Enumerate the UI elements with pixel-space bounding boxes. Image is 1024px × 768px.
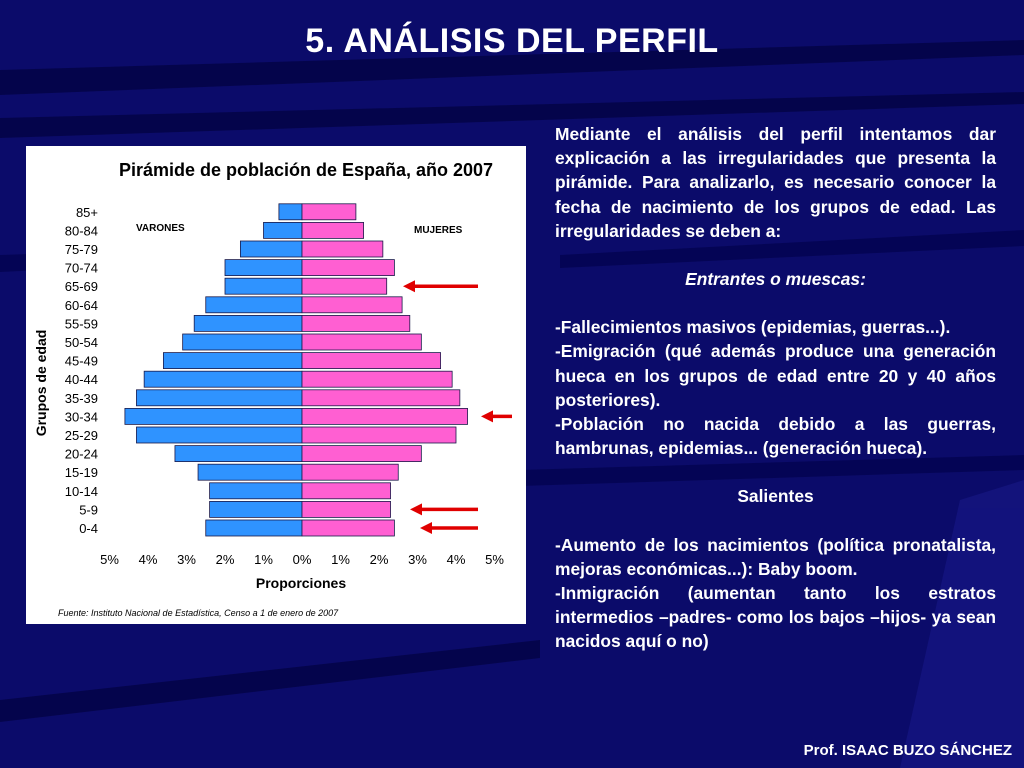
explanation-text: Mediante el análisis del perfil intentam…	[555, 122, 996, 654]
age-group-label: 15-19	[65, 465, 98, 480]
x-tick-label: 1%	[331, 552, 350, 567]
age-group-label: 75-79	[65, 242, 98, 257]
age-group-label: 25-29	[65, 428, 98, 443]
x-tick-label: 2%	[370, 552, 389, 567]
age-group-label: 65-69	[65, 279, 98, 294]
x-tick-label: 1%	[254, 552, 273, 567]
age-group-label: 5-9	[79, 502, 98, 517]
bar-mujeres-45-49	[301, 352, 442, 370]
pyramid-svg: Pirámide de población de España, año 200…	[33, 160, 504, 618]
arrow-0-4	[420, 522, 478, 534]
age-group-label: 85+	[76, 205, 98, 220]
legend-label-mujeres: MUJERES	[414, 225, 463, 236]
bar-mujeres-80-84	[301, 222, 364, 239]
age-group-label: 30-34	[65, 409, 98, 424]
bar-mujeres-30-34	[301, 407, 468, 425]
x-tick-label: 3%	[408, 552, 427, 567]
bar-mujeres-0-4	[301, 519, 395, 537]
y-axis-label: Grupos de edad	[33, 330, 49, 437]
intro-paragraph: Mediante el análisis del perfil intentam…	[555, 124, 996, 241]
arrow-30-34	[481, 410, 512, 423]
legend-label-varones: VARONES	[136, 223, 185, 234]
salientes-heading: Salientes	[737, 486, 814, 507]
x-axis-label: Proporciones	[256, 575, 346, 591]
entrantes-item: -Fallecimientos masivos (epidemias, guer…	[555, 317, 951, 338]
age-group-label: 45-49	[65, 354, 98, 369]
slide-title: 5. ANÁLISIS DEL PERFIL	[305, 22, 719, 60]
bar-mujeres-50-54	[301, 333, 422, 351]
age-group-label: 50-54	[65, 335, 98, 350]
chart-title: Pirámide de población de España, año 200…	[119, 160, 493, 180]
bar-mujeres-65-69	[301, 277, 388, 295]
x-tick-label: 3%	[177, 552, 196, 567]
bar-mujeres-20-24	[301, 445, 422, 463]
salientes-item: -Inmigración (aumentan tanto los estrato…	[555, 583, 996, 652]
age-group-label: 70-74	[65, 261, 98, 276]
age-group-label: 40-44	[65, 372, 98, 387]
bar-mujeres-5-9	[301, 500, 391, 518]
bar-mujeres-25-29	[301, 426, 457, 444]
age-group-label: 55-59	[65, 316, 98, 331]
x-tick-label: 4%	[447, 552, 466, 567]
bar-mujeres-85+	[301, 203, 357, 221]
bar-mujeres-55-59	[301, 314, 411, 332]
x-tick-label: 4%	[139, 552, 158, 567]
bar-mujeres-15-19	[301, 463, 399, 481]
bar-mujeres-70-74	[301, 259, 395, 276]
age-group-label: 10-14	[65, 484, 98, 499]
entrantes-heading: Entrantes o muescas:	[685, 269, 866, 290]
age-group-label: 80-84	[65, 223, 98, 238]
age-group-label: 0-4	[79, 521, 98, 536]
source-note: Fuente: Instituto Nacional de Estadístic…	[58, 608, 339, 618]
arrow-5-9	[410, 503, 478, 516]
bar-mujeres-35-39	[301, 389, 461, 407]
entrantes-item: -Población no nacida debido a las guerra…	[555, 414, 996, 459]
x-tick-label: 5%	[485, 552, 504, 567]
bar-mujeres-75-79	[301, 240, 384, 258]
bar-mujeres-40-44	[301, 370, 453, 388]
salientes-item: -Aumento de los nacimientos (política pr…	[555, 534, 996, 579]
bar-mujeres-60-64	[301, 296, 403, 314]
arrow-65-69	[403, 280, 478, 293]
age-group-label: 60-64	[65, 298, 98, 313]
entrantes-item: -Emigración (qué además produce una gene…	[555, 341, 996, 410]
x-tick-label: 0%	[293, 552, 312, 567]
bar-mujeres-10-14	[301, 482, 391, 500]
population-pyramid-chart: Pirámide de población de España, año 200…	[26, 146, 526, 624]
x-tick-label: 2%	[216, 552, 235, 567]
author-footer: Prof. ISAAC BUZO SÁNCHEZ	[803, 742, 1012, 759]
x-tick-label: 5%	[100, 552, 119, 567]
age-group-label: 35-39	[65, 391, 98, 406]
age-group-label: 20-24	[65, 447, 98, 462]
